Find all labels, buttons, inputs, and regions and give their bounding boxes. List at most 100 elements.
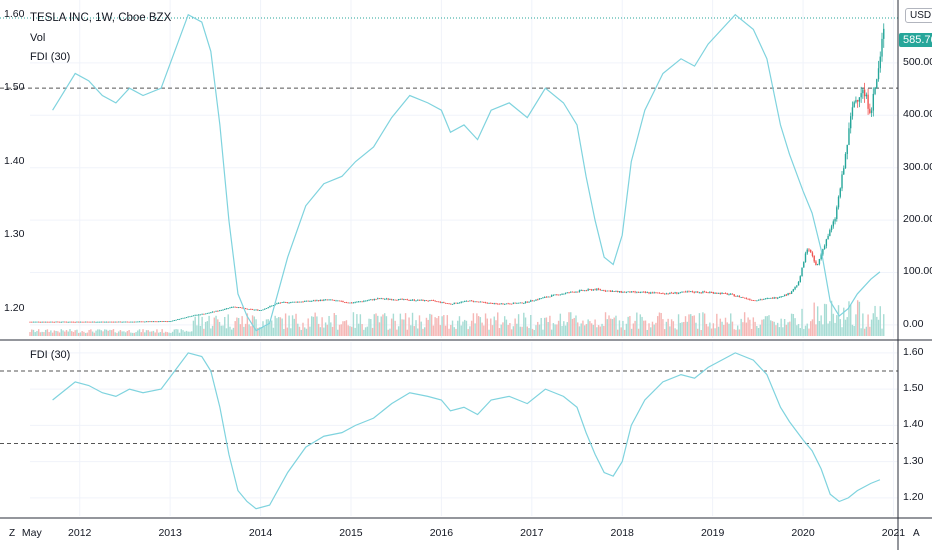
volume-bar [436, 318, 438, 336]
candle-body [747, 298, 749, 300]
candle-body [170, 321, 172, 323]
volume-bar [592, 324, 595, 336]
volume-bar [486, 318, 488, 336]
volume-bar [810, 321, 812, 336]
volume-bar [820, 315, 822, 336]
candle-body [185, 317, 188, 319]
volume-bar [585, 324, 588, 336]
candle-body [430, 300, 433, 301]
candle-body [742, 297, 744, 298]
candle-body [112, 321, 115, 323]
zoom-button[interactable]: Z [9, 528, 16, 539]
candle-body [392, 299, 395, 301]
volume-bar [578, 326, 581, 336]
volume-bar [850, 304, 852, 336]
volume-bar [88, 329, 90, 336]
right-axis-tick: 300.00 [903, 160, 932, 173]
volume-bar [51, 332, 54, 336]
volume-bar [490, 318, 492, 336]
auto-scale-button[interactable]: A [913, 528, 920, 539]
volume-bar [667, 318, 669, 336]
volume-bar [185, 330, 188, 336]
volume-bar [733, 329, 735, 336]
volume-bar [794, 318, 796, 336]
volume-bar [441, 316, 443, 336]
volume-bar [380, 316, 382, 336]
volume-bar [260, 327, 262, 336]
candle-body [338, 300, 341, 302]
candle-body [260, 310, 262, 311]
candle-body [81, 321, 83, 323]
volume-bar [451, 320, 454, 336]
volume-bar [683, 321, 685, 336]
x-tick-label: 2012 [68, 527, 92, 539]
volume-bar [173, 329, 176, 336]
fdi-line-main [52, 13, 881, 332]
volume-bar [76, 329, 78, 336]
volume-bar [239, 324, 242, 336]
currency-button[interactable]: USD [905, 8, 932, 23]
volume-bar [104, 329, 106, 336]
candle-body [220, 309, 222, 311]
candle-body [855, 100, 857, 103]
volume-bar [533, 329, 535, 336]
volume-bar [366, 326, 369, 336]
volume-bar [583, 325, 586, 336]
candle-body [277, 302, 280, 304]
candle-body [470, 300, 473, 302]
candle-body [408, 300, 410, 301]
volume-bar [107, 330, 109, 336]
volume-bar [345, 320, 348, 336]
volume-bar [453, 327, 455, 336]
candle-body [161, 321, 163, 323]
volume-bar [608, 315, 610, 336]
volume-bar [590, 323, 593, 336]
volume-bar [309, 326, 311, 336]
volume-bar [876, 316, 878, 336]
volume-bar [535, 325, 537, 336]
candle-body [117, 321, 120, 323]
volume-bar [463, 319, 466, 336]
candle-body [300, 301, 302, 303]
candle-body [806, 249, 808, 254]
volume-bar [571, 318, 574, 336]
volume-bar [792, 314, 795, 336]
volume-bar [716, 313, 718, 336]
volume-bar [462, 321, 464, 336]
candle-body [836, 207, 838, 219]
volume-bar [684, 316, 687, 336]
volume-bar [350, 326, 353, 336]
candle-body [403, 299, 405, 300]
candle-body [218, 310, 221, 312]
candle-body [291, 301, 294, 303]
candle-body [406, 299, 409, 301]
candle-body [265, 308, 268, 309]
candle-body [636, 291, 638, 293]
candle-body [284, 302, 287, 303]
candle-body [710, 292, 713, 293]
volume-bars [29, 300, 885, 336]
volume-bar [304, 327, 306, 336]
candle-body [124, 321, 127, 323]
candle-body [615, 291, 617, 292]
candle-body [175, 319, 177, 321]
volume-bar [601, 323, 603, 336]
volume-bar [43, 332, 45, 336]
candle-body [749, 299, 751, 300]
right-axis-tick: 500.00 [903, 55, 932, 68]
candle-body [491, 303, 494, 304]
volume-bar [606, 319, 608, 336]
candle-body [493, 303, 495, 305]
candle-body [653, 292, 655, 294]
volume-bar [851, 324, 854, 336]
candle-body [823, 245, 826, 250]
volume-bar [347, 325, 349, 336]
candle-body [799, 276, 801, 283]
candle-body [808, 249, 810, 251]
volume-bar [344, 321, 346, 336]
volume-bar [410, 325, 412, 336]
candle-body [145, 321, 148, 323]
volume-bar [783, 319, 786, 336]
candle-body [333, 300, 335, 301]
